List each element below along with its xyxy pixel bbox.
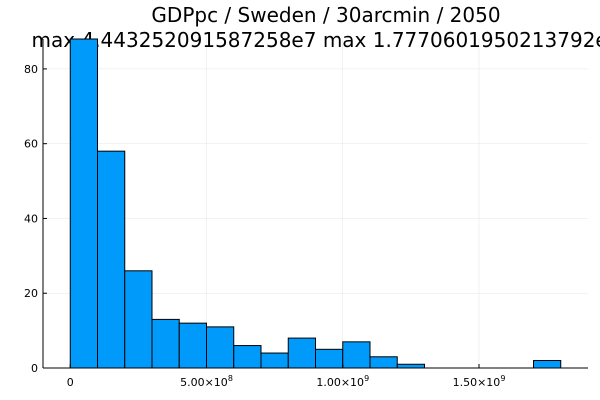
x-axis-ticks: 0 5.00×108 1.00×109 1.50×109 [67,364,506,389]
x-tick-label: 1.00×109 [316,374,369,389]
histogram-bar [178,322,207,369]
y-tick-label: 40 [24,212,38,225]
histogram-bar [533,360,562,369]
axes [42,39,588,369]
x-tick-label: 1.50×109 [453,374,506,389]
chart-title-line2: max 4.443252091587258e7 max 1.7770601950… [32,28,600,52]
y-tick-label: 60 [24,138,38,151]
histogram-bar [369,356,398,369]
histogram-bar [233,345,262,369]
histogram-bar [69,38,98,369]
x-tick-label: 5.00×108 [180,374,233,389]
chart-title-line1: GDPpc / Sweden / 30arcmin / 2050 [151,3,500,27]
histogram-bar [396,363,425,369]
histogram-bar [287,337,316,369]
y-tick-label: 80 [24,63,38,76]
histogram-bar [151,318,180,369]
x-tick-label: 0 [67,376,74,389]
histogram-bars [69,38,562,369]
histogram-bar [97,150,126,369]
y-axis-ticks: 0 20 40 60 80 [24,63,47,375]
y-tick-label: 20 [24,287,38,300]
histogram-bar [124,270,153,369]
histogram-bar [342,341,371,369]
y-tick-label: 0 [31,362,38,375]
histogram-bar [315,348,344,369]
histogram-bar [260,352,289,369]
histogram-bar [206,326,235,369]
